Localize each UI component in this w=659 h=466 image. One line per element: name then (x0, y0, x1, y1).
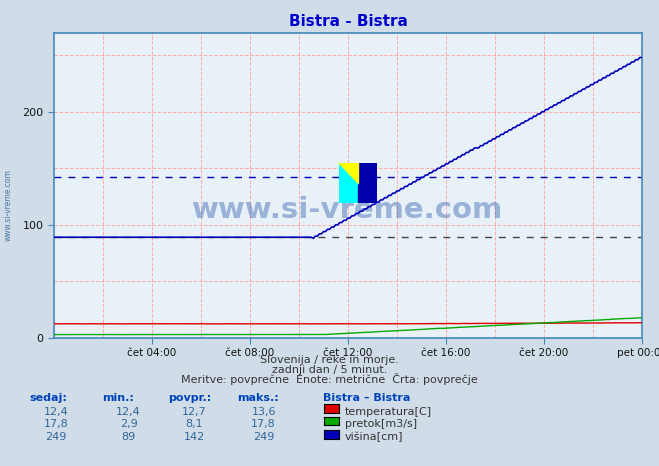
Bar (339, 183, 358, 203)
Text: 17,8: 17,8 (43, 419, 69, 429)
Text: www.si-vreme.com: www.si-vreme.com (4, 169, 13, 241)
Title: Bistra - Bistra: Bistra - Bistra (289, 14, 407, 29)
Text: 249: 249 (253, 432, 274, 442)
Text: pretok[m3/s]: pretok[m3/s] (345, 419, 416, 429)
Text: min.:: min.: (102, 393, 134, 403)
Text: 142: 142 (184, 432, 205, 442)
Polygon shape (339, 164, 358, 203)
Text: Slovenija / reke in morje.: Slovenija / reke in morje. (260, 355, 399, 364)
Text: sedaj:: sedaj: (30, 393, 67, 403)
Text: maks.:: maks.: (237, 393, 279, 403)
Text: www.si-vreme.com: www.si-vreme.com (192, 196, 503, 224)
Text: 2,9: 2,9 (120, 419, 137, 429)
Text: 12,7: 12,7 (182, 407, 207, 417)
Text: 89: 89 (121, 432, 136, 442)
Text: 13,6: 13,6 (251, 407, 276, 417)
Polygon shape (339, 164, 358, 183)
Text: Bistra – Bistra: Bistra – Bistra (323, 393, 411, 403)
Text: 17,8: 17,8 (251, 419, 276, 429)
Text: 249: 249 (45, 432, 67, 442)
Text: 8,1: 8,1 (186, 419, 203, 429)
Bar (339, 164, 358, 183)
Polygon shape (339, 164, 358, 183)
Text: povpr.:: povpr.: (168, 393, 212, 403)
Text: zadnji dan / 5 minut.: zadnji dan / 5 minut. (272, 365, 387, 375)
Bar (358, 164, 378, 203)
Text: višina[cm]: višina[cm] (345, 432, 403, 442)
Text: temperatura[C]: temperatura[C] (345, 407, 432, 417)
Text: Meritve: povprečne  Enote: metrične  Črta: povprečje: Meritve: povprečne Enote: metrične Črta:… (181, 373, 478, 385)
Text: 12,4: 12,4 (43, 407, 69, 417)
Polygon shape (339, 164, 358, 203)
Text: 12,4: 12,4 (116, 407, 141, 417)
